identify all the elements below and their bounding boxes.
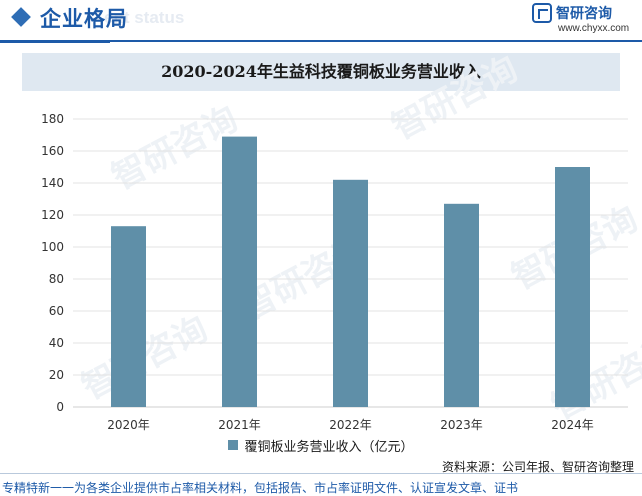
x-tick-label: 2024年	[551, 418, 594, 432]
header-divider-accent	[0, 40, 110, 43]
x-tick-label: 2022年	[329, 418, 372, 432]
bar-2	[333, 179, 368, 407]
chart-title: 2020-2024年生益科技覆铜板业务营业收入	[161, 62, 481, 81]
bar-4	[555, 167, 590, 407]
y-tick-label: 180	[41, 112, 64, 126]
bar-3	[444, 203, 479, 407]
bar-0	[111, 226, 146, 407]
brand: 智研咨询 www.chyxx.com	[532, 3, 632, 39]
x-tick-label: 2021年	[218, 418, 261, 432]
footer-divider	[0, 473, 642, 474]
legend-swatch	[228, 440, 239, 450]
x-tick-label: 2023年	[440, 418, 483, 432]
bar-1	[222, 136, 257, 407]
header-divider	[0, 40, 642, 42]
x-tick-label: 2020年	[107, 418, 150, 432]
brand-name: 智研咨询	[556, 6, 612, 22]
y-tick-label: 100	[41, 240, 64, 254]
footer-source: 资料来源：公司年报、智研咨询整理	[441, 460, 634, 474]
y-tick-label: 20	[49, 368, 64, 382]
y-tick-label: 140	[41, 176, 64, 190]
legend: 覆铜板业务营业收入（亿元）	[0, 435, 642, 455]
brand-url: www.chyxx.com	[558, 23, 630, 34]
x-tick-labels: 2020年 2021年 2022年 2023年 2024年	[107, 418, 594, 432]
y-tick-label: 0	[56, 400, 64, 414]
section-title-english: ent status	[104, 8, 185, 27]
y-tick-label: 40	[49, 336, 64, 350]
y-tick-labels: 0 20 40 60 80 100 120 140 160 180	[41, 112, 64, 414]
bars	[111, 136, 590, 407]
chart-title-band: 2020-2024年生益科技覆铜板业务营业收入	[22, 53, 620, 91]
y-tick-label: 80	[49, 272, 64, 286]
y-tick-label: 60	[49, 304, 64, 318]
legend-label: 覆铜板业务营业收入（亿元）	[244, 439, 414, 455]
page-header: ent status 企业格局 智研咨询 www.chyxx.com	[0, 0, 642, 44]
watermark-text-1: 智研咨询	[385, 49, 524, 148]
section-title: 企业格局	[40, 7, 128, 31]
footer-tagline: 专精特新一一为各类企业提供市占率相关材料，包括报告、市占率证明文件、认证宣发文章…	[2, 481, 519, 495]
y-tick-label: 120	[41, 208, 64, 222]
brand-logo-icon	[532, 3, 552, 23]
y-tick-label: 160	[41, 144, 64, 158]
